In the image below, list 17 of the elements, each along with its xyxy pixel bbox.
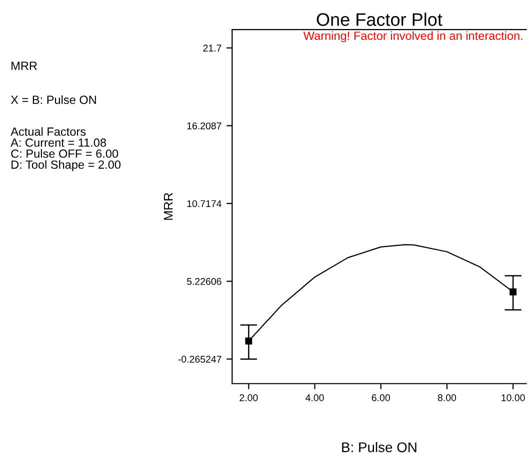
y-tick-label: 5.22606 <box>186 278 222 285</box>
x-tick-label: 2.00 <box>240 394 258 402</box>
x-axis-title: B: Pulse ON <box>342 442 416 452</box>
y-tick-label: 21.7 <box>203 44 222 52</box>
text: X = B: Pulse ON <box>10 95 96 104</box>
y-tick-label: 10.7174 <box>187 200 222 208</box>
y-tick-label: -0.265247 <box>178 356 222 363</box>
y-axis-title: MRR <box>164 192 173 220</box>
x-tick-label: 4.00 <box>306 394 324 402</box>
text: Actual Factors A: Current = 11.08 C: Pulse OFF = 6.00 D: Tool Shape = 2.00 <box>10 127 121 172</box>
x-tick-label: 8.00 <box>438 394 456 402</box>
x-tick-label: 10.00 <box>502 394 525 402</box>
annotation: Warning! Factor involved in an interaction. <box>303 31 522 42</box>
x-tick-label: 6.00 <box>372 394 390 402</box>
y-tick-label: 16.2087 <box>187 122 222 130</box>
chart-title: One Factor Plot <box>316 12 442 26</box>
text: MRR <box>12 62 37 70</box>
